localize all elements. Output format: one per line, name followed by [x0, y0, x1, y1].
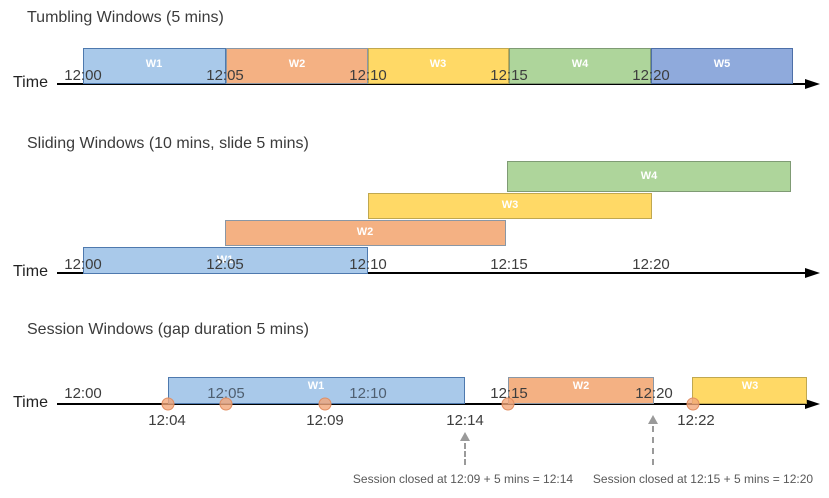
session-annotation: Session closed at 12:09 + 5 mins = 12:14 — [352, 472, 574, 486]
sliding-window-label: W3 — [501, 199, 519, 211]
session-window-label: W1 — [307, 380, 325, 392]
session-window-w2 — [508, 377, 654, 404]
session-event-label: 12:22 — [677, 412, 715, 429]
session-window-w3 — [692, 377, 807, 404]
tumbling-window-w2 — [226, 48, 368, 84]
tumbling-window-w5 — [651, 48, 793, 84]
arrow-up-icon — [648, 415, 658, 424]
tumbling-window-label: W2 — [288, 58, 306, 70]
session-window-label: W3 — [741, 380, 759, 392]
tumbling-time-label: Time — [13, 74, 48, 91]
sliding-window-label: W2 — [356, 226, 374, 238]
sliding-title: Sliding Windows (10 mins, slide 5 mins) — [27, 135, 309, 152]
tumbling-title: Tumbling Windows (5 mins) — [27, 9, 224, 26]
session-event-label: 12:04 — [148, 412, 186, 429]
session-window-label: W2 — [572, 380, 590, 392]
dashed-arrow-line — [652, 426, 654, 465]
session-window-w1 — [168, 377, 465, 404]
sliding-window-w4 — [507, 161, 791, 192]
sliding-time-axis — [57, 272, 805, 274]
tumbling-tick-label: 12:20 — [632, 67, 670, 84]
session-event-dot — [219, 397, 233, 411]
arrow-up-icon — [460, 432, 470, 441]
session-tick-label: 12:00 — [64, 385, 102, 402]
tumbling-tick-label: 12:05 — [206, 67, 244, 84]
tumbling-window-w4 — [509, 48, 651, 84]
tumbling-axis-arrow-right-icon — [805, 79, 820, 89]
session-annotation: Session closed at 12:15 + 5 mins = 12:20 — [592, 472, 814, 486]
tumbling-window-label: W1 — [145, 58, 163, 70]
session-tick-label: 12:15 — [490, 385, 528, 402]
session-window-tick-label: 12:05 — [207, 385, 245, 402]
session-event-dot — [501, 397, 515, 411]
sliding-tick-label: 12:10 — [349, 256, 387, 273]
sliding-tick-label: 12:00 — [64, 256, 102, 273]
tumbling-window-label: W4 — [571, 58, 589, 70]
session-window-tick-label: 12:10 — [349, 385, 387, 402]
tumbling-window-label: W3 — [429, 58, 447, 70]
sliding-axis-arrow-right-icon — [805, 268, 820, 278]
sliding-window-label: W4 — [640, 170, 658, 182]
sliding-tick-label: 12:15 — [490, 256, 528, 273]
tumbling-tick-label: 12:00 — [64, 67, 102, 84]
session-event-dot — [686, 397, 700, 411]
tumbling-window-label: W5 — [713, 58, 731, 70]
session-time-axis — [57, 403, 805, 405]
session-event-dot — [318, 397, 332, 411]
session-tick-label: 12:20 — [635, 385, 673, 402]
tumbling-window-w3 — [368, 48, 509, 84]
sliding-window-w3 — [368, 193, 652, 219]
tumbling-tick-label: 12:10 — [349, 67, 387, 84]
session-event-label: 12:14 — [446, 412, 484, 429]
sliding-time-label: Time — [13, 263, 48, 280]
session-event-dot — [161, 397, 175, 411]
session-title: Session Windows (gap duration 5 mins) — [27, 321, 309, 338]
tumbling-tick-label: 12:15 — [490, 67, 528, 84]
session-event-label: 12:09 — [306, 412, 344, 429]
sliding-window-label: W1 — [216, 254, 234, 266]
session-time-label: Time — [13, 394, 48, 411]
sliding-tick-label: 12:20 — [632, 256, 670, 273]
sliding-window-w1 — [83, 247, 368, 274]
sliding-window-w2 — [225, 220, 506, 246]
dashed-arrow-line — [464, 443, 466, 465]
tumbling-window-w1 — [83, 48, 226, 84]
tumbling-time-axis — [57, 83, 805, 85]
session-axis-arrow-right-icon — [805, 399, 820, 409]
sliding-tick-label: 12:05 — [206, 256, 244, 273]
